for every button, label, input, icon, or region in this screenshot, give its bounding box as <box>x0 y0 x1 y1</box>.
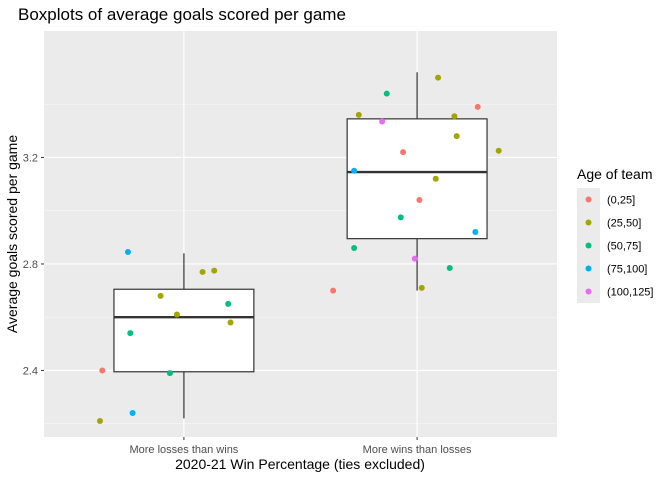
data-point <box>124 248 131 255</box>
data-point <box>129 410 136 417</box>
legend: Age of team (0,25] (25,50] (50,75] (75,100]… <box>577 166 653 303</box>
data-point <box>383 90 390 97</box>
legend-key <box>585 196 592 203</box>
data-point <box>199 268 206 275</box>
legend-label: (0,25] <box>607 195 635 207</box>
data-point <box>351 167 358 174</box>
data-point <box>127 330 134 337</box>
data-point <box>418 284 425 291</box>
data-point <box>416 197 423 204</box>
data-point <box>432 175 439 182</box>
data-point <box>446 264 453 271</box>
legend-item: (100,125] <box>577 280 653 303</box>
data-point <box>96 418 103 425</box>
data-point <box>157 292 164 299</box>
data-point <box>435 74 442 81</box>
legend-label: (100,125] <box>607 287 653 299</box>
legend-label: (25,50] <box>607 218 641 230</box>
data-point <box>451 113 458 120</box>
y-tick-label: 3.2 <box>23 152 38 164</box>
legend-key <box>585 288 592 295</box>
legend-item: (75,100] <box>577 257 647 280</box>
data-point <box>225 300 232 307</box>
x-tick-label: More losses than wins <box>129 444 238 456</box>
data-point <box>453 133 460 140</box>
point-layer <box>96 74 502 425</box>
data-point <box>166 370 173 377</box>
data-point <box>227 319 234 326</box>
legend-item: (50,75] <box>577 234 641 257</box>
x-tick-label: More wins than losses <box>363 444 472 456</box>
data-point <box>211 267 218 274</box>
data-point <box>472 229 479 236</box>
data-point <box>173 311 180 318</box>
legend-label: (50,75] <box>607 241 641 253</box>
x-axis: More losses than wins More wins than loss… <box>129 437 472 456</box>
data-point <box>397 214 404 221</box>
data-point <box>330 287 337 294</box>
box-body <box>346 118 488 240</box>
data-point <box>400 149 407 156</box>
legend-item: (25,50] <box>577 211 641 234</box>
box-body <box>113 288 255 373</box>
legend-title: Age of team <box>577 166 653 182</box>
data-point <box>99 367 106 374</box>
data-point <box>411 255 418 262</box>
legend-item: (0,25] <box>577 188 635 211</box>
legend-key <box>585 265 592 272</box>
x-axis-title: 2020-21 Win Percentage (ties excluded) <box>175 456 425 472</box>
data-point <box>474 103 481 110</box>
y-axis: 2.4 2.8 3.2 <box>23 152 44 377</box>
y-tick-label: 2.4 <box>23 365 38 377</box>
legend-items: (0,25] (25,50] (50,75] (75,100] (100,125] <box>577 188 653 303</box>
y-axis-title: Average goals scored per game <box>4 135 20 333</box>
data-point <box>351 244 358 251</box>
legend-key <box>585 219 592 226</box>
legend-label: (75,100] <box>607 264 647 276</box>
legend-key <box>585 242 592 249</box>
chart-title: Boxplots of average goals scored per gam… <box>18 5 346 24</box>
data-point <box>495 147 502 154</box>
data-point <box>379 118 386 125</box>
y-tick-label: 2.8 <box>23 259 38 271</box>
data-point <box>355 111 362 118</box>
box <box>346 72 488 291</box>
